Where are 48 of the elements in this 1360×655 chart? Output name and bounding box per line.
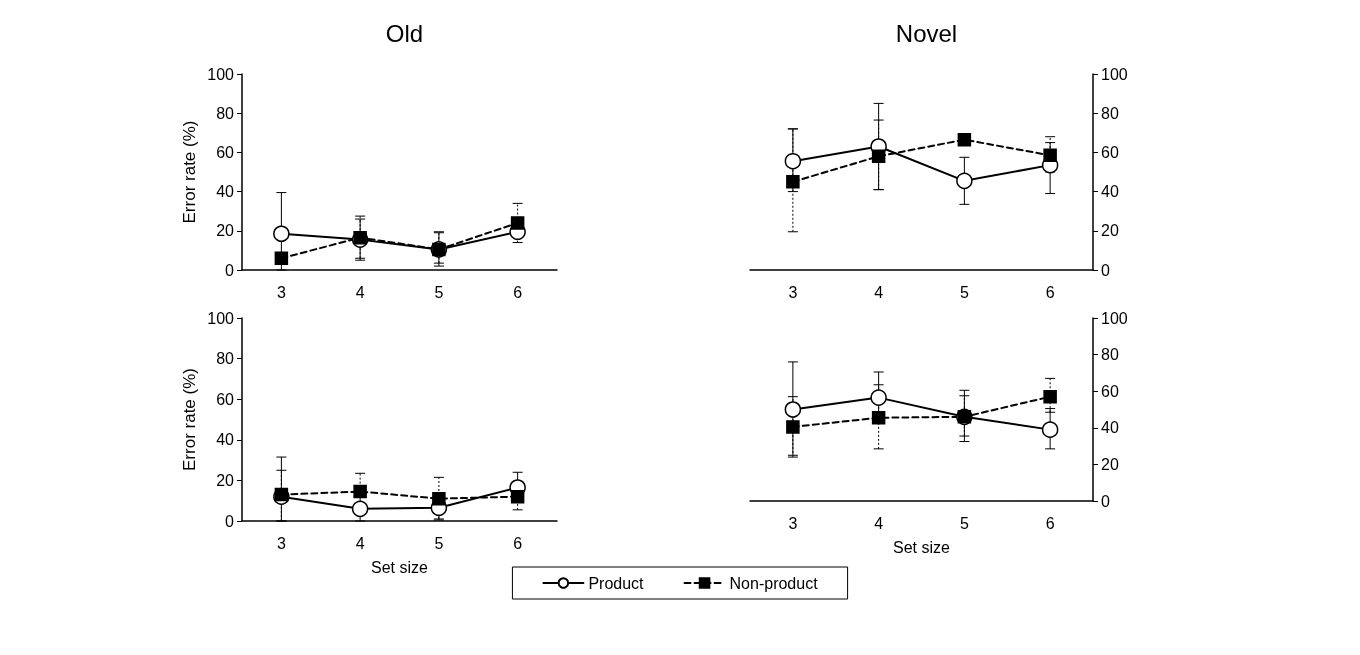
y-tick-label: 40: [216, 431, 235, 449]
y-tick-label: 20: [216, 222, 235, 240]
y2-tick-label: 80: [1101, 104, 1119, 122]
y2-tick-label: 60: [1101, 143, 1119, 161]
y-tick-label: 100: [207, 65, 235, 83]
x-axis-title: Set size: [893, 538, 951, 556]
x-tick-label: 5: [434, 283, 444, 301]
y2-tick-label: 40: [1101, 419, 1119, 437]
y2-tick-label: 0: [1101, 492, 1110, 510]
y2-tick-label: 60: [1101, 382, 1119, 400]
x-axis-title: Set size: [371, 558, 429, 576]
x-tick-label: 3: [788, 514, 798, 532]
y-tick-label: 100: [207, 309, 235, 327]
x-tick-label: 4: [874, 283, 884, 301]
y2-tick-label: 80: [1101, 346, 1119, 364]
y-tick-label: 40: [216, 183, 235, 201]
y-tick-label: 60: [216, 390, 235, 408]
legend-label: Non-product: [729, 574, 819, 592]
x-tick-label: 4: [355, 534, 365, 552]
y2-tick-label: 40: [1101, 183, 1119, 201]
y-tick-label: 80: [216, 104, 235, 122]
x-tick-label: 4: [355, 283, 365, 301]
y2-tick-label: 20: [1101, 222, 1119, 240]
legend-label: Product: [588, 574, 645, 592]
chart-title: Novel: [895, 19, 958, 47]
y-axis-title: Error rate (%): [180, 368, 199, 471]
x-tick-label: 3: [788, 283, 798, 301]
x-tick-label: 3: [276, 534, 286, 552]
x-tick-label: 6: [513, 283, 523, 301]
x-tick-label: 4: [874, 514, 884, 532]
y2-tick-label: 20: [1101, 455, 1119, 473]
x-tick-label: 5: [959, 514, 969, 532]
y2-tick-label: 0: [1101, 261, 1110, 279]
x-tick-label: 5: [434, 534, 444, 552]
x-tick-label: 5: [959, 283, 969, 301]
y-tick-label: 0: [225, 261, 235, 279]
x-tick-label: 6: [1045, 283, 1055, 301]
x-tick-label: 6: [1045, 514, 1055, 532]
x-tick-label: 3: [276, 283, 286, 301]
y-tick-label: 20: [216, 471, 235, 489]
chart-title: Old: [385, 19, 424, 47]
y2-tick-label: 100: [1101, 309, 1128, 327]
y-axis-title: Error rate (%): [180, 120, 199, 224]
y-tick-label: 80: [216, 350, 235, 368]
y-tick-label: 60: [216, 143, 235, 161]
x-tick-label: 6: [513, 534, 523, 552]
y2-tick-label: 100: [1101, 65, 1128, 83]
y-tick-label: 0: [225, 512, 235, 530]
